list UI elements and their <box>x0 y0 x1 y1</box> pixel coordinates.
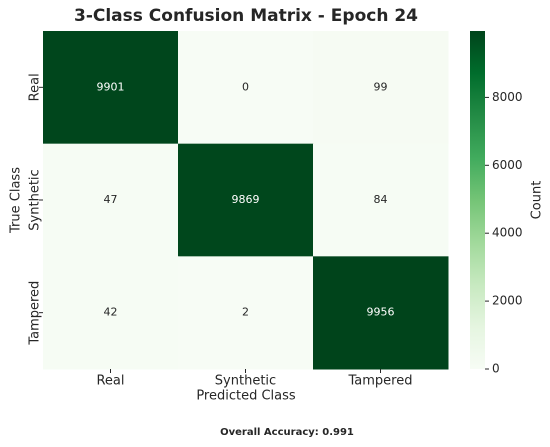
heatmap-cell <box>313 143 449 257</box>
x-tick-label: Real <box>96 374 124 389</box>
colorbar-tick-label: 8000 <box>492 90 523 104</box>
heatmap-cell <box>43 143 179 257</box>
heatmap-cell <box>43 256 179 370</box>
heatmap-cell <box>178 143 314 257</box>
y-tick-label: Real <box>28 73 43 101</box>
cell-label: 84 <box>374 193 388 206</box>
y-axis-label: True Class <box>9 167 24 234</box>
cell-label: 2 <box>242 306 249 319</box>
y-tick-label: Tampered <box>28 281 43 346</box>
cell-label: 9869 <box>232 193 260 206</box>
heatmap-cell <box>313 31 449 145</box>
colorbar-label: Count <box>530 181 545 220</box>
chart-title: 3-Class Confusion Matrix - Epoch 24 <box>74 6 418 26</box>
footer: Overall Accuracy: 0.991 <box>220 427 354 438</box>
x-tick-label: Synthetic <box>215 374 276 389</box>
cell-label: 9901 <box>97 80 125 93</box>
cell-label: 99 <box>374 80 388 93</box>
cell-label: 42 <box>104 306 118 319</box>
cell-label: 9956 <box>367 306 395 319</box>
cell-label: 47 <box>104 193 118 206</box>
y-tick-label: Synthetic <box>28 169 43 230</box>
heatmap-cell <box>178 256 314 370</box>
x-tick-label: Tampered <box>348 374 413 389</box>
x-axis-label: Predicted Class <box>196 389 296 404</box>
colorbar-tick-label: 2000 <box>492 294 523 308</box>
colorbar <box>470 31 485 369</box>
colorbar-tick-label: 4000 <box>492 226 523 240</box>
cell-label: 0 <box>242 80 249 93</box>
colorbar-tick-label: 0 <box>492 362 500 376</box>
colorbar-tick-label: 6000 <box>492 158 523 172</box>
heatmap-cell <box>178 31 314 145</box>
heatmap-cell <box>313 256 449 370</box>
heatmap-cell <box>43 31 179 145</box>
